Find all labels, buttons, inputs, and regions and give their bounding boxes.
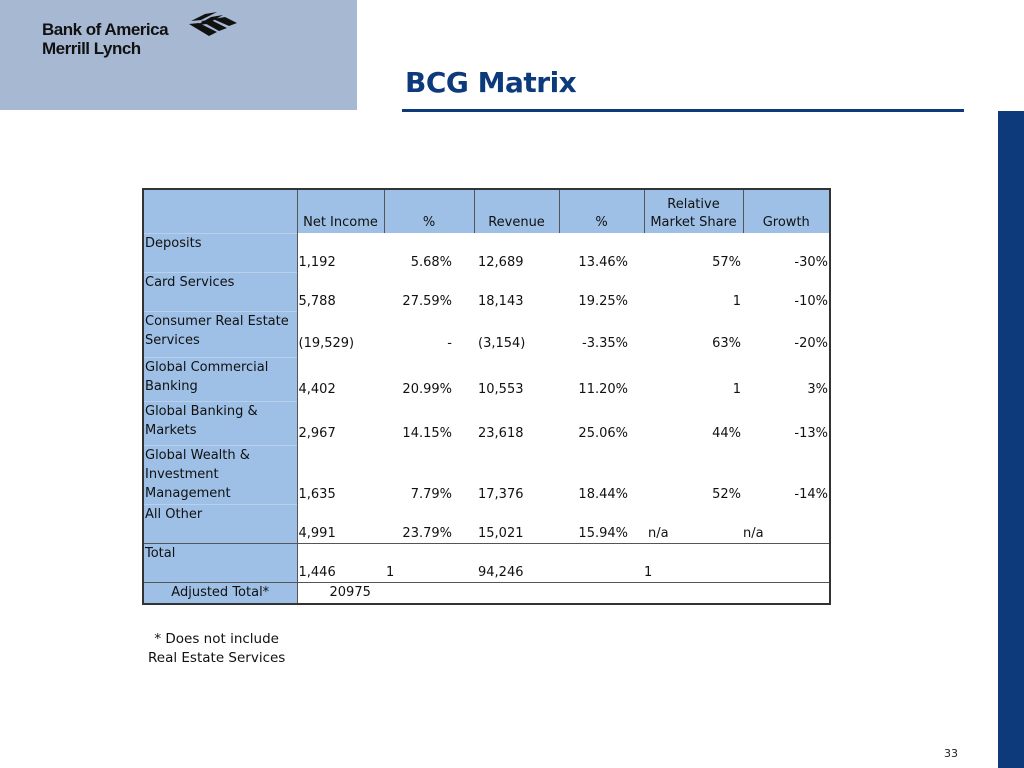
segment-label: Card Services	[143, 271, 298, 311]
header-relative-market-share: Relative Market Share	[643, 189, 743, 233]
flag-logo-icon	[189, 12, 237, 36]
table-row: Consumer Real Estate Services (19,529) -…	[143, 310, 830, 357]
adjusted-total-value: 20975	[297, 581, 384, 604]
empty-cell	[743, 581, 830, 604]
net-income-cell: (19,529)	[298, 336, 355, 351]
header-revenue: Revenue	[473, 189, 559, 233]
rev-percent-cell: 13.46%	[578, 255, 628, 270]
page-number: 33	[944, 747, 958, 760]
segment-label: Global Banking & Markets	[143, 400, 298, 445]
rev-percent-cell: -3.35%	[582, 336, 628, 351]
net-income-cell: 2,967	[298, 426, 336, 441]
segment-label: All Other	[143, 503, 298, 543]
footnote: * Does not include Real Estate Services	[148, 630, 285, 668]
footnote-line-2: Real Estate Services	[148, 650, 286, 666]
net-income-cell: 5,788	[298, 294, 336, 309]
growth-cell: -30%	[794, 255, 828, 270]
total-row: Total 1,446 1 94,246 1	[143, 542, 830, 582]
header-blank	[143, 189, 297, 233]
segment-label: Global Wealth & Investment Management	[143, 444, 298, 504]
total-revenue: 94,246	[474, 542, 559, 582]
brand-header-panel: Bank of America Merrill Lynch	[0, 0, 357, 110]
segment-label: Global Commercial Banking	[143, 356, 298, 401]
rms-cell: 44%	[712, 426, 741, 441]
revenue-cell: 17,376	[478, 487, 524, 502]
net-income-cell: 1,192	[298, 255, 336, 270]
footnote-line-1: * Does not include	[154, 631, 279, 647]
ni-percent-cell: 7.79%	[410, 487, 452, 502]
ni-percent-cell: 23.79%	[402, 525, 452, 541]
empty-cell	[644, 581, 743, 604]
header-net-income: Net Income	[296, 189, 384, 233]
revenue-cell: 12,689	[478, 255, 524, 270]
header-rms-line2: Market Share	[650, 215, 737, 230]
total-rev-percent-spacer	[559, 542, 644, 582]
ni-percent-cell: -	[447, 336, 452, 351]
growth-cell: n/a	[743, 525, 764, 541]
brand-logo-text: Bank of America Merrill Lynch	[42, 20, 169, 58]
adjusted-total-row: Adjusted Total* 20975	[143, 581, 830, 604]
growth-cell: -20%	[794, 336, 828, 351]
total-rev-percent: 1	[644, 542, 743, 582]
rms-cell: n/a	[648, 525, 669, 541]
net-income-cell: 1,635	[298, 487, 336, 502]
title-underline	[402, 109, 964, 112]
segment-label: Deposits	[143, 232, 298, 272]
table-row: Card Services 5,788 27.59% 18,143 19.25%…	[143, 271, 830, 311]
growth-cell: -10%	[794, 294, 828, 309]
rev-percent-cell: 19.25%	[578, 294, 628, 309]
growth-cell: 3%	[807, 382, 828, 397]
ni-percent-cell: 14.15%	[402, 426, 452, 441]
ni-percent-cell: 5.68%	[410, 255, 452, 270]
revenue-cell: 15,021	[478, 525, 524, 541]
rms-cell: 1	[732, 294, 741, 309]
rms-cell: 52%	[712, 487, 741, 502]
net-income-cell: 4,991	[298, 525, 336, 541]
brand-line-1: Bank of America	[42, 20, 169, 39]
segment-label: Consumer Real Estate Services	[143, 310, 298, 357]
revenue-cell: (3,154)	[478, 336, 526, 351]
page-title: BCG Matrix	[405, 66, 577, 99]
table-row: Global Wealth & Investment Management 1,…	[143, 444, 830, 504]
empty-cell	[474, 581, 559, 604]
rev-percent-cell: 11.20%	[578, 382, 628, 397]
revenue-cell: 18,143	[478, 294, 524, 309]
ni-percent-cell: 20.99%	[402, 382, 452, 397]
rev-percent-cell: 25.06%	[578, 426, 628, 441]
total-growth-empty	[743, 542, 830, 582]
empty-cell	[384, 581, 474, 604]
rev-percent-cell: 15.94%	[578, 525, 628, 541]
growth-cell: -14%	[794, 487, 828, 502]
total-label: Total	[143, 542, 298, 582]
ni-percent-cell: 27.59%	[402, 294, 452, 309]
header-ni-percent: %	[383, 189, 474, 233]
rms-cell: 1	[732, 382, 741, 397]
total-ni-percent: 1	[384, 542, 474, 582]
rev-percent-cell: 18.44%	[578, 487, 628, 502]
rms-cell: 57%	[712, 255, 741, 270]
total-net-income: 1,446	[297, 542, 384, 582]
side-accent-bar	[998, 111, 1024, 768]
net-income-cell: 4,402	[298, 382, 336, 397]
revenue-cell: 23,618	[478, 426, 524, 441]
table-header-row: Net Income % Revenue % Relative Market S…	[143, 189, 830, 233]
table-row: Deposits 1,192 5.68% 12,689 13.46% 57% -…	[143, 232, 830, 272]
header-rms-line1: Relative	[667, 197, 720, 212]
adjusted-total-label: Adjusted Total*	[143, 581, 298, 604]
table-row: All Other 4,991 23.79% 15,021 15.94% n/a…	[143, 503, 830, 543]
header-rev-percent: %	[558, 189, 644, 233]
empty-cell	[559, 581, 644, 604]
bcg-matrix-table: Net Income % Revenue % Relative Market S…	[142, 188, 831, 605]
header-growth: Growth	[742, 189, 830, 233]
revenue-cell: 10,553	[478, 382, 524, 397]
table-row: Global Banking & Markets 2,967 14.15% 23…	[143, 400, 830, 445]
growth-cell: -13%	[794, 426, 828, 441]
brand-line-2: Merrill Lynch	[42, 39, 141, 58]
rms-cell: 63%	[712, 336, 741, 351]
table-row: Global Commercial Banking 4,402 20.99% 1…	[143, 356, 830, 401]
